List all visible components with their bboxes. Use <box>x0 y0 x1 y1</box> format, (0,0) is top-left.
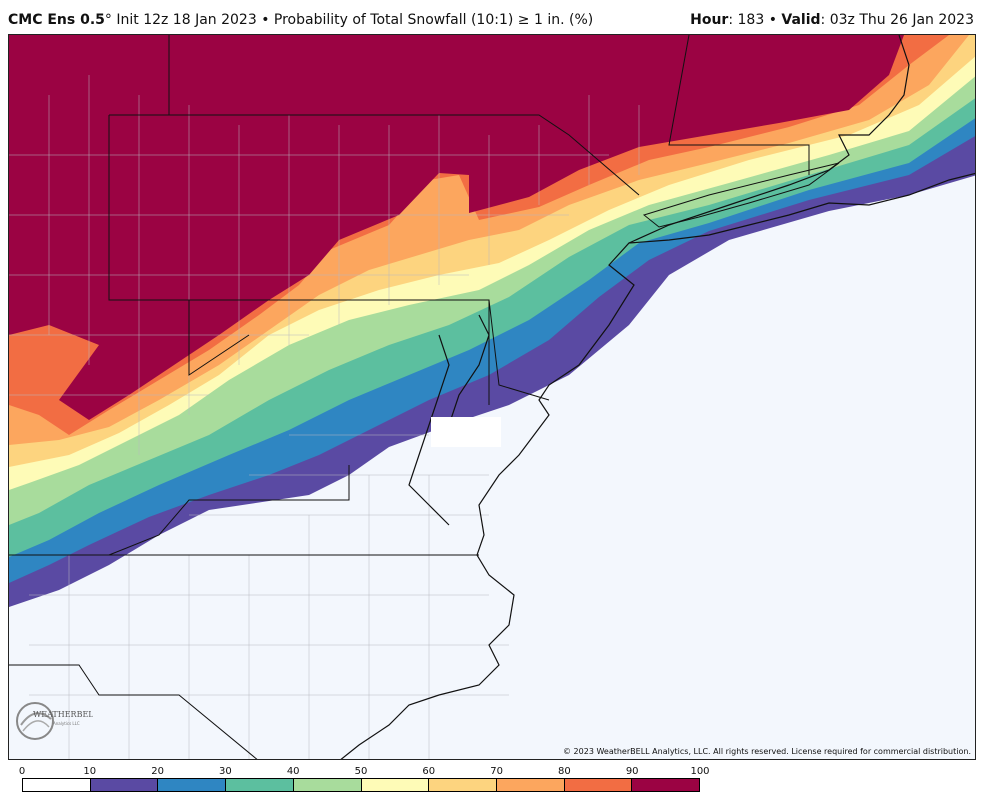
hour-label: Hour <box>690 12 729 28</box>
coastline <box>340 35 975 759</box>
colorbar-segment <box>361 779 430 791</box>
colorbar-tick-label: 30 <box>219 766 232 777</box>
colorbar-tick-label: 40 <box>286 766 300 777</box>
colorbar-segment <box>90 779 159 791</box>
map-title: CMC Ens 0.5° Init 12z 18 Jan 2023 • Prob… <box>8 12 593 28</box>
separator: • <box>768 12 777 28</box>
colorbar-tick-label: 10 <box>83 766 97 777</box>
logo-text: WEATHERBELL <box>33 710 93 719</box>
colorbar-tick-label: 20 <box>151 766 164 777</box>
degree-symbol: ° <box>104 12 112 28</box>
logo-subtext: Analytics LLC <box>53 721 80 726</box>
colorbar-tick-label: 70 <box>490 766 503 777</box>
colorbar-tick-label: 50 <box>354 766 368 777</box>
valid-label: Valid <box>781 12 821 28</box>
colorbar-segment <box>226 779 294 791</box>
colorbar-segment <box>293 779 362 791</box>
forecast-hour: Hour: 183 • Valid: 03z Thu 26 Jan 2023 <box>690 12 974 28</box>
colorbar-segment <box>429 779 497 791</box>
weatherbell-logo: WEATHERBELL Analytics LLC <box>13 695 93 743</box>
threshold: ≥ 1 in. (%) <box>517 12 594 28</box>
separator: • <box>261 12 270 28</box>
colorbar-tick-label: 100 <box>690 766 710 777</box>
prob-band-90 <box>9 35 904 420</box>
colorbar-tick-label: 0 <box>18 766 26 777</box>
colorbar-tick-label: 60 <box>422 766 436 777</box>
colorbar-segment <box>632 779 700 791</box>
colorbar-segment <box>23 779 91 791</box>
snowfall-probability-map[interactable]: WEATHERBELL Analytics LLC © 2023 Weather… <box>8 34 976 760</box>
county-lines <box>9 75 640 759</box>
hour-value: : 183 <box>728 12 765 28</box>
colorbar-tick-label: 80 <box>558 766 571 777</box>
header: CMC Ens 0.5° Init 12z 18 Jan 2023 • Prob… <box>0 0 984 34</box>
colorbar-tick-label: 90 <box>625 766 639 777</box>
colorbar-bar <box>22 778 700 792</box>
state-borders <box>9 35 810 759</box>
no-data-patch <box>431 417 501 447</box>
colorbar-segment <box>496 779 565 791</box>
model-name: CMC Ens 0.5 <box>8 12 105 28</box>
long-island <box>642 162 840 228</box>
valid-value: : 03z Thu 26 Jan 2023 <box>820 12 974 28</box>
copyright-notice: © 2023 WeatherBELL Analytics, LLC. All r… <box>563 747 971 756</box>
colorbar-segment <box>158 779 227 791</box>
init-time: Init 12z 18 Jan 2023 <box>116 12 257 28</box>
product-name: Probability of Total Snowfall (10:1) <box>273 12 514 28</box>
probability-colorbar: 0 10 20 30 40 50 60 70 80 90 100 <box>18 766 710 796</box>
colorbar-segment <box>564 779 633 791</box>
map-canvas <box>9 35 975 759</box>
